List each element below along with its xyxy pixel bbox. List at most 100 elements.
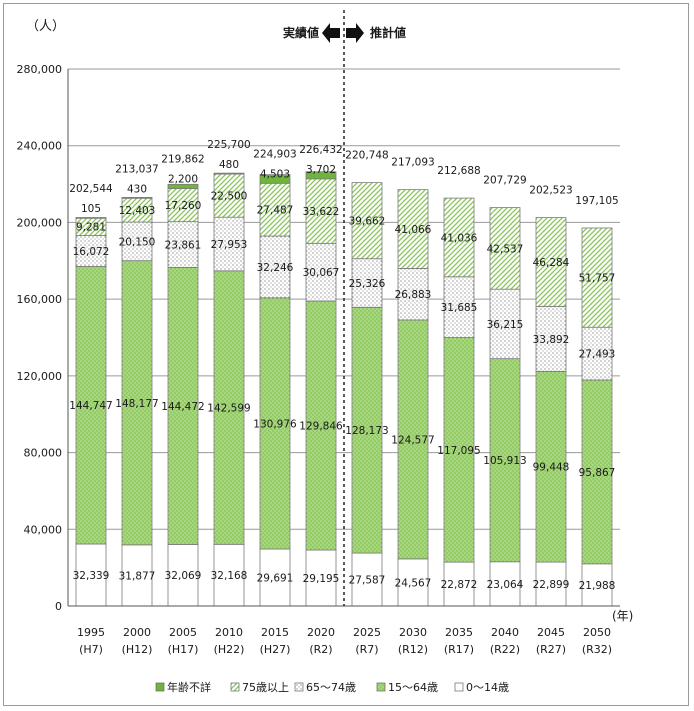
chart-frame	[3, 3, 689, 706]
data-label: 31,685	[441, 302, 478, 314]
data-label: 21,988	[579, 580, 616, 592]
data-label: 16,072	[73, 246, 110, 258]
x-tick-label: 2005	[169, 626, 197, 639]
data-label: 25,326	[349, 278, 386, 290]
x-tick-label: 1995	[77, 626, 105, 639]
bar-segment	[351, 182, 383, 260]
bar-segment	[75, 265, 107, 545]
bar-segment	[167, 183, 199, 189]
bar-segment	[305, 171, 337, 180]
data-label: 20,150	[119, 236, 156, 248]
bar-segment	[443, 337, 475, 563]
bar-segment	[213, 172, 245, 175]
data-label: 32,339	[73, 570, 110, 582]
data-label: 41,066	[395, 224, 432, 236]
y-tick-label: 160,000	[17, 293, 63, 306]
legend-label: 15～64歳	[388, 681, 438, 694]
y-tick-label: 240,000	[17, 140, 63, 153]
data-label: 23,861	[165, 240, 202, 252]
data-label: 23,064	[487, 579, 524, 591]
legend-label: 0～14歳	[466, 681, 509, 694]
bar-segment	[213, 270, 245, 545]
x-tick-label: 2040	[491, 626, 519, 639]
data-label: 29,691	[257, 573, 294, 585]
bar-segment	[305, 178, 337, 244]
x-tick-label: 2045	[537, 626, 565, 639]
data-label: 27,587	[349, 575, 386, 587]
bar-segment	[167, 267, 199, 545]
data-label: 33,892	[533, 334, 570, 346]
x-tick-label: 2010	[215, 626, 243, 639]
legend-swatch	[155, 682, 165, 692]
total-label: 224,903	[253, 148, 296, 160]
estimate-label: 推計値	[370, 25, 406, 40]
bar-segment	[351, 306, 383, 554]
bar-segment	[75, 217, 107, 219]
y-tick-label: 80,000	[24, 447, 63, 460]
total-label: 219,862	[161, 154, 204, 166]
data-label: 99,448	[533, 462, 570, 474]
data-label: 95,867	[579, 467, 616, 479]
x-tick-label: 2030	[399, 626, 427, 639]
arrow-left-icon	[322, 23, 340, 43]
data-label: 22,872	[441, 579, 478, 591]
bar-segment	[397, 558, 429, 607]
bar-segment	[443, 276, 475, 338]
bar-segment	[351, 258, 383, 308]
bar-segment	[305, 242, 337, 302]
y-tick-label: 200,000	[17, 216, 63, 229]
bar-segment	[167, 544, 199, 607]
x-tick-label: 2000	[123, 626, 151, 639]
data-label-unknown-age: 480	[219, 159, 239, 171]
bar-segment	[75, 543, 107, 607]
x-tick-era-label: (R7)	[355, 643, 378, 656]
data-label: 39,662	[349, 216, 386, 228]
data-label-unknown-age: 105	[81, 203, 101, 215]
data-label-unknown-age: 4,503	[260, 168, 290, 180]
data-label: 129,846	[299, 420, 343, 432]
data-label: 30,067	[303, 267, 340, 279]
total-label: 212,688	[437, 165, 480, 177]
bar-segment	[489, 207, 521, 290]
data-label-unknown-age: 3,702	[306, 164, 336, 176]
data-label: 31,877	[119, 570, 156, 582]
data-label: 32,246	[257, 262, 294, 274]
data-label: 42,537	[487, 243, 524, 255]
x-tick-label: 2020	[307, 626, 335, 639]
bar-segment	[213, 543, 245, 607]
data-label: 33,622	[303, 206, 340, 218]
y-tick-label: 40,000	[24, 523, 63, 536]
bar-segment	[167, 221, 199, 268]
data-label: 9,281	[76, 222, 106, 234]
bar-segment	[581, 563, 613, 607]
data-label: 26,883	[395, 289, 432, 301]
bar-segment	[259, 182, 291, 237]
y-unit-label: （人）	[26, 19, 65, 34]
bar-segment	[581, 379, 613, 565]
total-label: 202,544	[69, 183, 113, 195]
x-tick-label: 2015	[261, 626, 289, 639]
bar-segment	[397, 268, 429, 321]
x-tick-era-label: (R22)	[490, 643, 520, 656]
bar-segment	[259, 235, 291, 299]
legend-swatch	[376, 682, 386, 692]
data-label: 130,976	[253, 418, 297, 430]
total-label: 197,105	[575, 195, 618, 207]
bar-segment	[75, 235, 107, 267]
x-tick-era-label: (R17)	[444, 643, 474, 656]
legend: 年齢不詳 75歳以上 65～74歳 15～64歳 0～14歳	[155, 680, 509, 694]
y-tick-label: 120,000	[17, 370, 63, 383]
bar-segment	[581, 227, 613, 328]
data-label: 144,747	[69, 400, 112, 412]
data-label: 51,757	[579, 273, 616, 285]
legend-swatch	[230, 682, 240, 692]
data-label: 46,284	[533, 257, 570, 269]
data-label: 27,493	[579, 349, 616, 361]
total-label: 220,748	[345, 150, 388, 162]
x-tick-label: 2025	[353, 626, 381, 639]
total-label: 225,700	[207, 139, 250, 151]
y-tick-label: 0	[55, 600, 62, 613]
bar-segment	[121, 221, 153, 262]
bar-segment	[489, 561, 521, 607]
data-label: 22,500	[211, 191, 248, 203]
